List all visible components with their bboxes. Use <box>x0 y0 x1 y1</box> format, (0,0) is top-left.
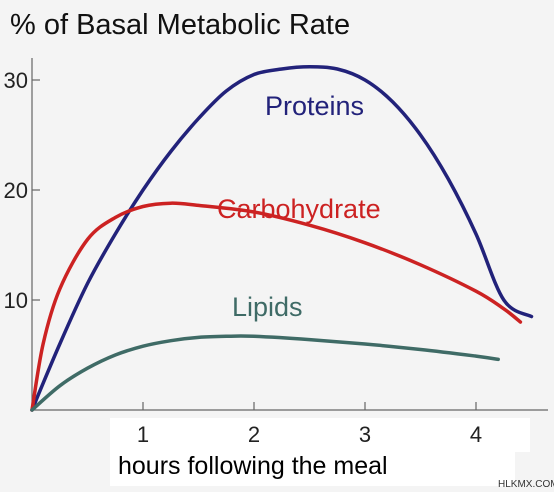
x-tick-label: 3 <box>359 422 371 447</box>
series-labels: Proteins Carbohydrate Lipids <box>217 91 381 322</box>
series-label-carbohydrate: Carbohydrate <box>217 194 381 224</box>
series-line-carbohydrate <box>30 201 523 412</box>
series-line-lipids <box>30 334 500 412</box>
x-axis-label: hours following the meal <box>118 452 388 480</box>
x-tick-label: 2 <box>248 422 260 447</box>
y-tick-label: 10 <box>4 288 28 313</box>
x-tick-label: 1 <box>137 422 149 447</box>
x-axis-title-band <box>110 452 515 486</box>
x-tick-label: 4 <box>470 422 482 447</box>
y-axis-ticks: 30 20 10 <box>4 68 40 313</box>
y-tick-label: 30 <box>4 68 28 93</box>
y-tick-label: 20 <box>4 178 28 203</box>
x-axis-label-band <box>110 418 530 452</box>
watermark-text: HLKMX.COM <box>498 479 554 490</box>
series-lines <box>30 65 534 412</box>
x-axis-ticks: 1 2 3 4 <box>137 402 482 447</box>
series-label-lipids: Lipids <box>232 292 303 322</box>
series-line-proteins <box>30 65 534 412</box>
chart-title: % of Basal Metabolic Rate <box>10 9 350 41</box>
series-label-proteins: Proteins <box>265 91 364 121</box>
